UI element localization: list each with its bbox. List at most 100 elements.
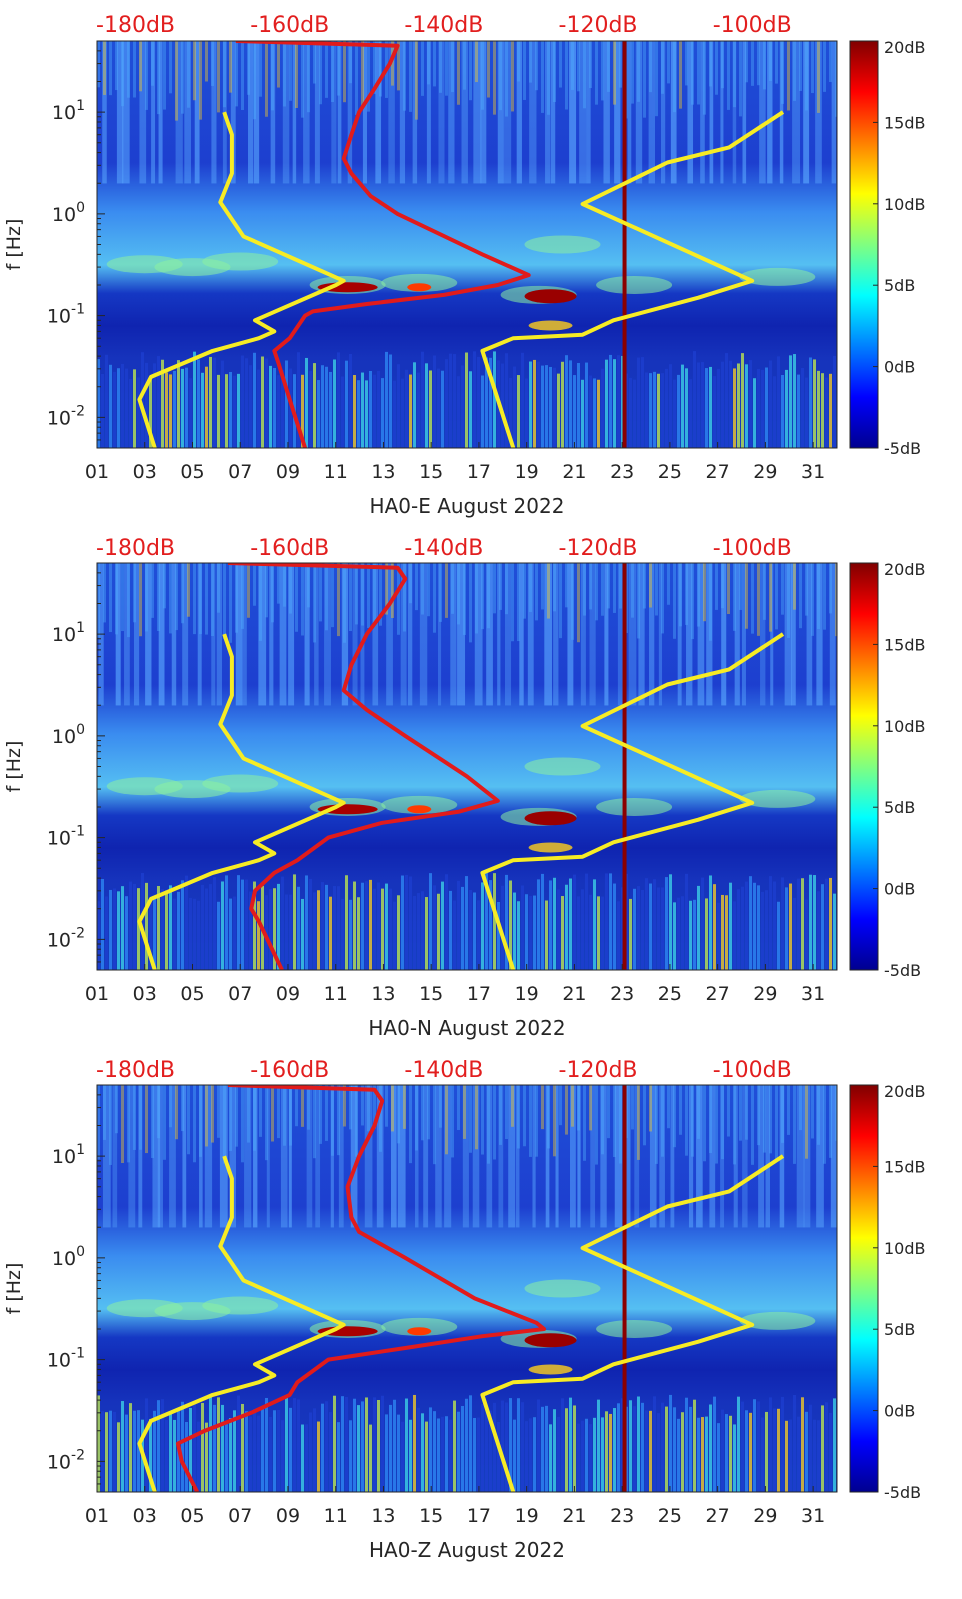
- spectrogram-hf: [175, 563, 178, 631]
- spectrogram-band: [117, 368, 120, 448]
- spectrogram-peak: [407, 1327, 432, 1336]
- spectrogram-band: [189, 378, 192, 448]
- top-db-label: -140dB: [404, 13, 483, 38]
- spectrogram-streak: [706, 563, 713, 706]
- spectrogram-band: [425, 1421, 428, 1492]
- spectrogram-band: [725, 353, 728, 448]
- spectrogram-hf: [349, 563, 352, 632]
- spectrogram-peak: [407, 805, 432, 814]
- spectrogram-band: [313, 1408, 316, 1492]
- spectrogram-hf: [649, 1085, 652, 1132]
- spectrogram-band: [521, 885, 524, 970]
- spectrogram-streak: [617, 563, 625, 706]
- spectrogram-streak: [390, 1085, 397, 1228]
- spectrogram-streak: [791, 563, 796, 706]
- spectrogram-hf: [265, 41, 268, 117]
- spectrogram-streak: [229, 1085, 237, 1228]
- spectrogram-hf: [361, 41, 364, 107]
- spectrogram-band: [589, 894, 592, 970]
- noise-model-high-line: [480, 110, 785, 448]
- spectrogram-streak: [288, 1085, 292, 1228]
- spectrogram-hf: [535, 41, 538, 91]
- spectrogram-band: [329, 896, 332, 970]
- spectrogram-band: [757, 368, 760, 448]
- spectrogram-streak: [115, 563, 121, 706]
- spectrogram-hf: [229, 1085, 232, 1151]
- spectrogram-band: [193, 1403, 196, 1492]
- spectrogram-band: [417, 1407, 420, 1492]
- spectrogram-band: [465, 352, 468, 448]
- spectrogram-streak: [831, 41, 837, 184]
- spectrogram-band: [737, 889, 740, 970]
- spectrogram-hf: [193, 41, 196, 101]
- spectrogram-band: [325, 1401, 328, 1492]
- spectrogram-band: [605, 873, 608, 970]
- spectrogram-band: [645, 372, 648, 448]
- spectrogram-hf: [181, 1085, 184, 1132]
- spectrogram-streak: [829, 563, 836, 706]
- spectrogram-band: [177, 891, 180, 970]
- spectrogram-band: [349, 899, 352, 970]
- spectrogram-band: [777, 356, 780, 448]
- spectrogram-band: [557, 1416, 560, 1492]
- spectrogram-streak: [139, 41, 147, 184]
- spectrogram-band: [233, 896, 236, 970]
- spectrogram-streak: [497, 563, 501, 706]
- spectrogram-hf: [169, 41, 172, 94]
- spectrogram-band: [453, 900, 456, 970]
- spectrogram-band: [521, 352, 524, 448]
- spectrogram-streak: [400, 563, 407, 706]
- spectrogram-band: [505, 353, 508, 448]
- spectrogram-hf: [331, 563, 334, 628]
- spectrogram-hf: [457, 563, 460, 625]
- spectrogram-streak: [194, 41, 200, 184]
- spectrogram-band: [533, 895, 536, 970]
- spectrogram-band: [389, 354, 392, 448]
- spectrogram-hf: [511, 41, 514, 112]
- spectrogram-hf: [691, 41, 694, 105]
- spectrogram-hf: [157, 1085, 160, 1139]
- spectrogram-hf: [295, 1085, 298, 1127]
- spectrogram-band: [737, 1396, 740, 1492]
- spectrogram-band: [469, 371, 472, 448]
- spectrogram-band: [193, 351, 196, 448]
- spectrogram-band: [145, 1398, 148, 1492]
- spectrogram-band: [225, 875, 228, 970]
- spectrogram-band: [437, 893, 440, 970]
- top-db-label: -120dB: [559, 1058, 638, 1083]
- spectrogram-band: [469, 889, 472, 970]
- spectrogram-hf: [829, 1085, 832, 1158]
- spectrogram-band: [193, 898, 196, 970]
- noise-model-low-line: [137, 1155, 346, 1492]
- spectrogram-hf: [127, 1085, 130, 1163]
- spectrogram-band: [553, 367, 556, 448]
- spectrogram-band: [441, 1416, 444, 1492]
- spectrogram-hf: [787, 563, 790, 638]
- spectrogram-hf: [541, 1085, 544, 1130]
- spectrogram-band: [457, 880, 460, 970]
- spectrogram-band: [629, 1400, 632, 1492]
- x-tick-label: 15: [419, 461, 443, 483]
- spectrogram-hf: [661, 41, 664, 94]
- spectrogram-hf: [127, 563, 130, 638]
- spectrogram-band: [109, 364, 112, 448]
- spectrogram-hf: [643, 1085, 646, 1146]
- y-tick-label: 10-2: [47, 403, 85, 429]
- spectrogram-band: [657, 1413, 660, 1492]
- spectrogram-band: [329, 371, 332, 448]
- colorbar-label: 0dB: [884, 1402, 915, 1421]
- spectrogram-band: [517, 901, 520, 970]
- spectrogram-band: [333, 886, 336, 970]
- spectrogram-hf: [223, 563, 226, 640]
- x-tick-label: 13: [371, 983, 395, 1005]
- spectrogram-band: [609, 1413, 612, 1492]
- spectrogram-streak: [497, 41, 504, 184]
- spectrogram-band: [457, 1411, 460, 1492]
- spectrogram-hf: [607, 563, 610, 609]
- spectrogram-band: [669, 874, 672, 970]
- spectrogram-streak: [303, 41, 310, 184]
- spectrogram-streak: [577, 1085, 581, 1228]
- spectrogram-band: [453, 354, 456, 448]
- spectrogram-streak: [102, 1085, 111, 1228]
- spectrogram-band: [173, 370, 176, 448]
